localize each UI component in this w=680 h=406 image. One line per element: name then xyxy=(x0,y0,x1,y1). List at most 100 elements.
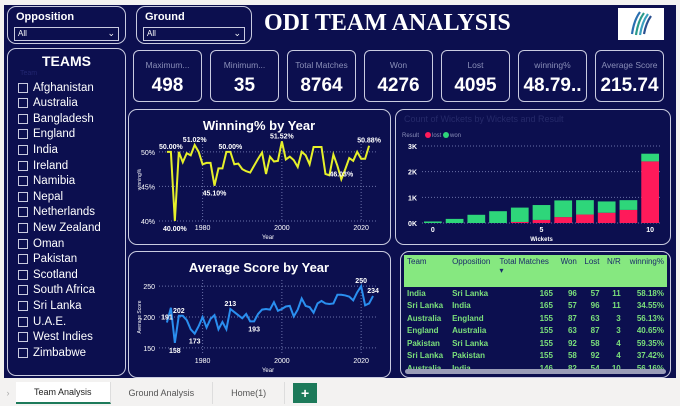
x-tick-label: 2000 xyxy=(274,225,290,232)
team-option[interactable]: Zimbabwe xyxy=(18,345,86,360)
x-tick-label: 2020 xyxy=(353,225,369,232)
checkbox[interactable] xyxy=(18,347,28,358)
bar-won xyxy=(445,218,464,223)
checkbox[interactable] xyxy=(18,238,28,249)
checkbox[interactable] xyxy=(18,285,28,296)
team-option[interactable]: Australia xyxy=(18,96,78,111)
y-tick-label: 150 xyxy=(143,346,155,353)
column-header[interactable]: winning% xyxy=(623,255,667,287)
table-cell: 96 xyxy=(567,288,577,298)
team-option[interactable]: U.A.E. xyxy=(18,314,66,329)
column-header[interactable]: Opposition xyxy=(449,255,497,287)
team-option[interactable]: Ireland xyxy=(18,158,68,173)
team-option[interactable]: Netherlands xyxy=(18,205,95,220)
data-label: 191 xyxy=(161,315,173,322)
table-row[interactable]: Sri Lanka Pakistan 155 58 92 4 37.42% xyxy=(404,350,667,363)
x-tick-label: 2000 xyxy=(274,358,290,365)
checkbox[interactable] xyxy=(18,82,28,93)
column-header-label: Opposition xyxy=(452,257,491,266)
tab-ground-analysis[interactable]: Ground Analysis xyxy=(111,382,214,404)
column-header-label: Lost xyxy=(584,257,600,266)
column-header[interactable]: Total Matches ▾ xyxy=(496,255,556,287)
team-option[interactable]: Sri Lanka xyxy=(18,298,82,313)
column-header[interactable]: Lost xyxy=(579,255,603,287)
opposition-dropdown[interactable]: All ⌄ xyxy=(14,27,119,41)
table-row[interactable]: AustraliaIndia14682541056.16% xyxy=(404,362,667,375)
column-header[interactable]: Won xyxy=(555,255,580,287)
ground-dropdown[interactable]: All ⌄ xyxy=(143,27,245,41)
y-tick-label: 0K xyxy=(408,221,417,228)
table-cell: 87 xyxy=(590,326,600,336)
tab-home-1-[interactable]: Home(1) xyxy=(213,382,286,404)
team-option[interactable]: Bangladesh xyxy=(18,111,94,126)
y-tick-label: 45% xyxy=(141,184,155,191)
table-row[interactable]: Pakistan Sri Lanka 155 92 58 4 59.35% xyxy=(404,337,667,350)
table-cell: 3 xyxy=(616,313,621,323)
team-option[interactable]: Afghanistan xyxy=(18,80,94,95)
table-cell: India xyxy=(452,301,471,311)
team-option[interactable]: South Africa xyxy=(18,283,95,298)
table-row[interactable]: Sri Lanka India 165 57 96 11 34.55% xyxy=(404,300,667,313)
team-option[interactable]: England xyxy=(18,127,75,142)
team-option[interactable]: Namibia xyxy=(18,174,75,189)
x-tick-label: 2020 xyxy=(353,358,369,365)
table-cell: Sri Lanka xyxy=(407,301,444,311)
x-axis-label: Wickets xyxy=(530,237,553,243)
team-option[interactable]: West Indies xyxy=(18,330,93,345)
kpi-label: Maximum... xyxy=(145,60,190,70)
checkbox[interactable] xyxy=(18,98,28,109)
checkbox[interactable] xyxy=(18,254,28,265)
team-option[interactable]: Pakistan xyxy=(18,252,77,267)
table-cell: Sri Lanka xyxy=(452,338,489,348)
table-cell: Australia xyxy=(407,313,442,323)
team-option[interactable]: India xyxy=(18,142,58,157)
teams-slicer: TEAMS Team Afghanistan Australia Banglades… xyxy=(7,48,126,376)
team-option[interactable]: Nepal xyxy=(18,189,63,204)
bar-lost xyxy=(532,219,551,223)
bar-lost xyxy=(619,209,638,223)
checkbox[interactable] xyxy=(18,176,28,187)
checkbox[interactable] xyxy=(18,160,28,171)
bar-lost xyxy=(510,221,529,223)
x-axis-label: Year xyxy=(262,368,274,374)
sort-desc-icon: ▾ xyxy=(499,266,504,275)
table-cell: 82 xyxy=(556,362,580,375)
table-row[interactable]: England Australia 155 63 87 3 40.65% xyxy=(404,325,667,338)
data-label: 202 xyxy=(173,308,185,315)
column-header[interactable]: N/R xyxy=(602,255,624,287)
checkbox[interactable] xyxy=(18,300,28,311)
team-option[interactable]: Oman xyxy=(18,236,64,251)
kpi-card: winning% 48.79.. xyxy=(518,50,587,102)
horizontal-scrollbar[interactable] xyxy=(405,369,666,374)
table-cell: 92 xyxy=(567,338,577,348)
kpi-label: Won xyxy=(389,60,408,70)
kpi-label: Total Matches xyxy=(295,60,348,70)
tab-team-analysis[interactable]: Team Analysis xyxy=(16,382,111,404)
checkbox[interactable] xyxy=(18,207,28,218)
table-cell: 40.65% xyxy=(636,326,664,336)
checkbox[interactable] xyxy=(18,129,28,140)
column-header-label: Won xyxy=(560,257,577,266)
checkbox[interactable] xyxy=(18,222,28,233)
table-row[interactable]: Australia England 155 87 63 3 56.13% xyxy=(404,312,667,325)
add-page-button[interactable]: + xyxy=(293,383,318,403)
checkbox[interactable] xyxy=(18,269,28,280)
column-header[interactable]: Team xyxy=(404,255,450,287)
team-label: Netherlands xyxy=(33,206,96,219)
column-header-label: Total Matches xyxy=(499,257,549,266)
kpi-value: 35 xyxy=(233,75,256,96)
table-cell: 58.18% xyxy=(636,288,664,298)
table-cell: England xyxy=(452,313,484,323)
team-option[interactable]: Scotland xyxy=(18,267,78,282)
checkbox[interactable] xyxy=(18,144,28,155)
scroll-left-icon[interactable]: › xyxy=(6,388,10,398)
checkbox[interactable] xyxy=(18,316,28,327)
x-tick-label: 1980 xyxy=(195,225,211,232)
checkbox[interactable] xyxy=(18,113,28,124)
team-option[interactable]: New Zealand xyxy=(18,220,101,235)
checkbox[interactable] xyxy=(18,191,28,202)
chart-title: Count of Wickets by Wickets and Result xyxy=(404,114,564,124)
table-row[interactable]: India Sri Lanka 165 96 57 11 58.18% xyxy=(404,287,667,300)
teams-title: TEAMS xyxy=(42,53,91,69)
checkbox[interactable] xyxy=(18,332,28,343)
